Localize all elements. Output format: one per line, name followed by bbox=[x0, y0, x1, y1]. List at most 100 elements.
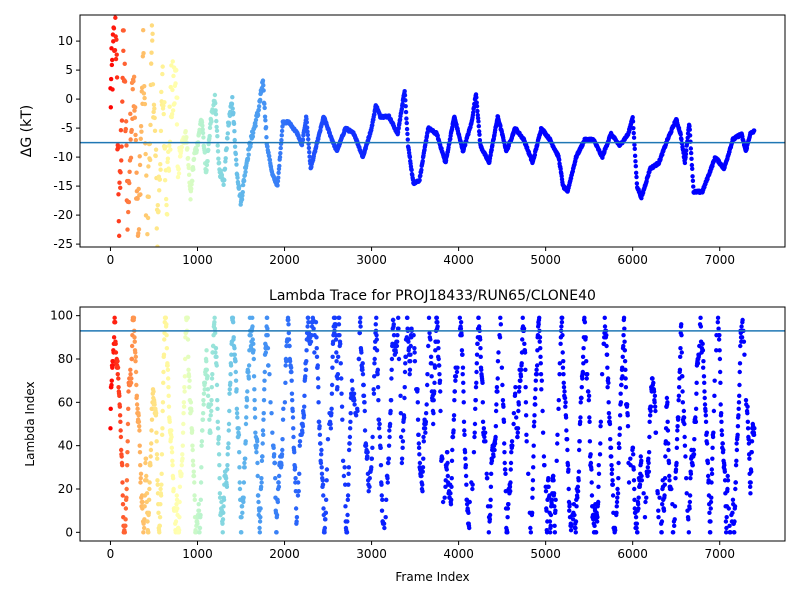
lambda-point bbox=[377, 434, 383, 440]
lambda-point bbox=[342, 465, 347, 470]
lambda-point bbox=[564, 436, 570, 442]
lambda-point bbox=[318, 441, 323, 446]
lambda-point bbox=[301, 413, 307, 418]
lambda-point bbox=[646, 456, 651, 461]
lambda-point bbox=[393, 350, 399, 355]
lambda-point bbox=[515, 430, 520, 435]
lambda-point bbox=[293, 506, 299, 511]
delta-g-point bbox=[152, 106, 157, 111]
lambda-point bbox=[316, 419, 322, 425]
lambda-point bbox=[159, 471, 164, 477]
lambda-point bbox=[648, 404, 654, 409]
lambda-point bbox=[228, 371, 233, 377]
lambda-point bbox=[400, 428, 406, 433]
delta-g-point bbox=[136, 231, 141, 236]
lambda-point bbox=[516, 408, 521, 414]
lambda-point bbox=[717, 369, 723, 375]
lambda-point bbox=[177, 514, 182, 520]
lambda-point bbox=[623, 384, 629, 390]
lambda-point bbox=[134, 393, 140, 399]
lambda-point bbox=[674, 445, 680, 451]
lambda-point bbox=[256, 499, 261, 505]
lambda-point bbox=[236, 432, 242, 438]
lambda-point bbox=[361, 393, 367, 399]
lambda-point bbox=[423, 410, 429, 416]
lambda-point bbox=[691, 452, 697, 457]
lambda-point bbox=[500, 397, 506, 403]
delta-g-point bbox=[142, 83, 147, 89]
lambda-point bbox=[587, 419, 592, 425]
delta-g-point bbox=[264, 135, 269, 140]
lambda-point bbox=[737, 382, 742, 388]
lambda-point bbox=[576, 447, 582, 453]
lambda-point bbox=[582, 315, 587, 321]
lambda-point bbox=[749, 439, 755, 444]
lambda-point bbox=[169, 434, 174, 440]
delta-g-point bbox=[224, 146, 229, 151]
lambda-point bbox=[722, 469, 728, 474]
lambda-point bbox=[581, 345, 586, 351]
lambda-point bbox=[366, 488, 371, 494]
lambda-point bbox=[607, 421, 613, 427]
lambda-point bbox=[239, 530, 244, 535]
delta-g-point bbox=[176, 166, 181, 172]
lambda-point bbox=[200, 428, 205, 433]
lambda-point bbox=[420, 488, 425, 494]
lambda-point bbox=[221, 510, 226, 516]
lambda-point bbox=[539, 378, 545, 383]
lambda-point bbox=[598, 441, 603, 446]
lambda-point bbox=[329, 382, 335, 388]
delta-g-x-tick-label: 7000 bbox=[704, 253, 735, 267]
lambda-point bbox=[164, 345, 170, 351]
lambda-point bbox=[205, 374, 210, 379]
lambda-point bbox=[714, 348, 719, 353]
lambda-point bbox=[625, 423, 631, 429]
lambda-point bbox=[596, 499, 601, 505]
lambda-point bbox=[195, 521, 200, 526]
lambda-point bbox=[743, 397, 749, 403]
lambda-point bbox=[276, 480, 281, 485]
delta-g-point bbox=[229, 101, 235, 107]
delta-g-point bbox=[233, 151, 238, 157]
lambda-point bbox=[227, 391, 232, 396]
lambda-point bbox=[379, 482, 384, 487]
delta-g-point bbox=[191, 167, 196, 172]
lambda-point bbox=[395, 332, 400, 338]
lambda-point bbox=[129, 356, 135, 362]
lambda-point bbox=[417, 452, 422, 457]
lambda-point bbox=[120, 480, 125, 485]
lambda-point bbox=[605, 376, 611, 381]
lambda-point bbox=[122, 530, 128, 535]
lambda-point bbox=[295, 493, 301, 498]
lambda-point bbox=[300, 423, 306, 429]
lambda-point bbox=[461, 400, 466, 405]
lambda-point bbox=[157, 523, 163, 529]
lambda-point bbox=[370, 445, 375, 451]
lambda-point bbox=[201, 402, 206, 407]
lambda-point bbox=[563, 415, 569, 420]
lambda-point bbox=[347, 441, 352, 446]
delta-g-point bbox=[232, 144, 238, 149]
lambda-point bbox=[362, 408, 367, 414]
lambda-point bbox=[290, 408, 295, 414]
delta-g-point bbox=[403, 109, 409, 115]
lambda-point bbox=[645, 473, 650, 479]
delta-g-point bbox=[678, 132, 683, 137]
lambda-point bbox=[529, 510, 535, 516]
lambda-point bbox=[148, 462, 153, 468]
lambda-point bbox=[645, 465, 651, 470]
lambda-y-tick-label: 100 bbox=[50, 309, 73, 323]
lambda-point bbox=[584, 376, 589, 381]
lambda-point bbox=[117, 404, 123, 409]
lambda-point bbox=[617, 426, 623, 431]
lambda-point bbox=[458, 319, 464, 325]
lambda-axes-frame bbox=[79, 306, 786, 542]
lambda-point bbox=[391, 317, 396, 323]
lambda-point bbox=[265, 345, 271, 351]
lambda-point bbox=[589, 480, 594, 485]
delta-g-point bbox=[170, 87, 175, 93]
lambda-point bbox=[667, 478, 672, 483]
lambda-point bbox=[391, 322, 396, 327]
lambda-point bbox=[125, 449, 130, 455]
lambda-point bbox=[280, 436, 285, 442]
